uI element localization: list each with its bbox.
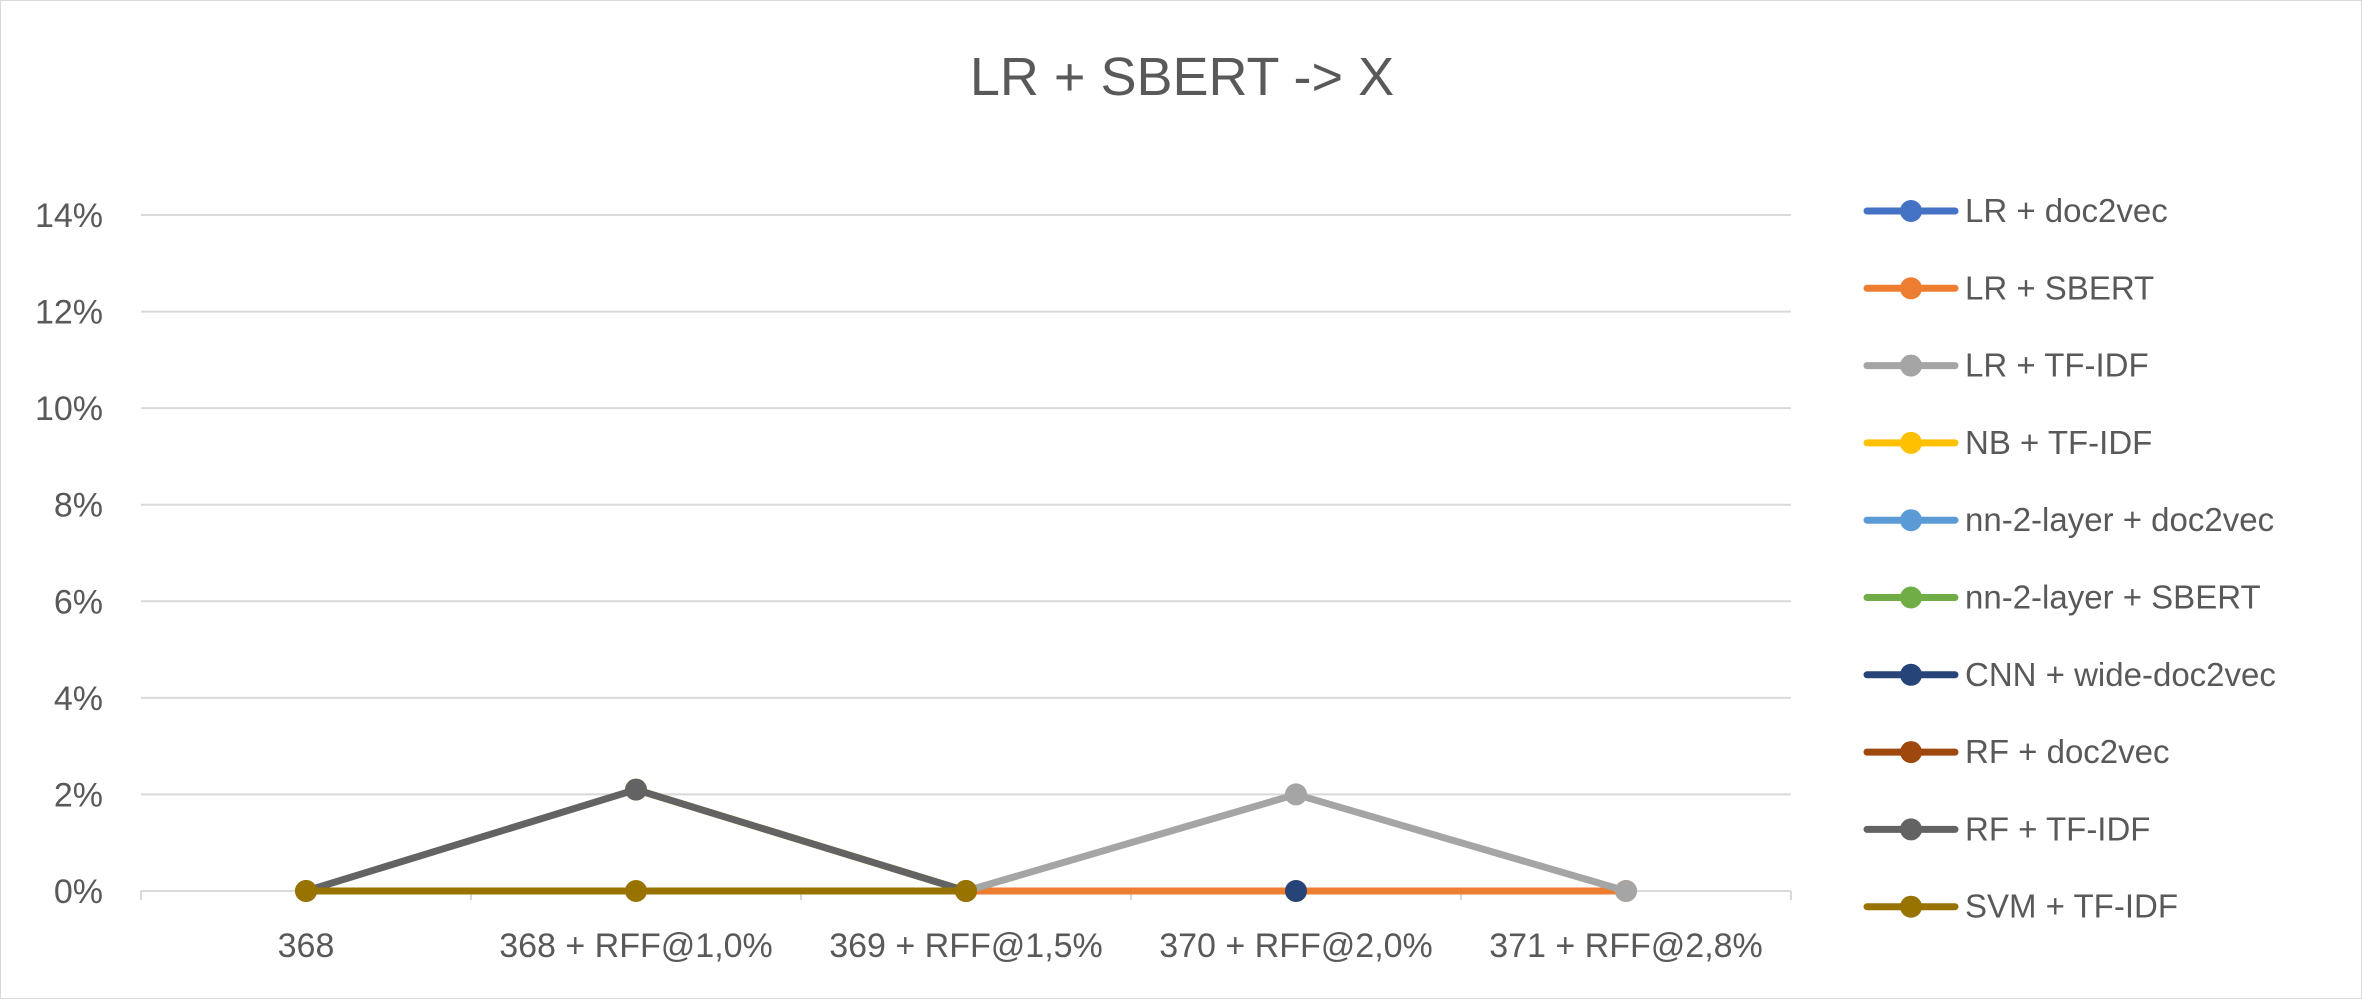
data-point [1615, 880, 1637, 902]
data-point [625, 880, 647, 902]
series-lines [295, 778, 1637, 902]
legend-item: RF + doc2vec [1863, 733, 2170, 770]
series-line-segment [632, 786, 970, 895]
x-tick-label: 370 + RFF@2,0% [1159, 927, 1433, 965]
legend-item: LR + doc2vec [1863, 192, 2168, 229]
y-tick-label: 8% [54, 487, 103, 525]
legend-item: SVM + TF-IDF [1863, 888, 2178, 925]
data-point [295, 880, 317, 902]
legend-item: RF + TF-IDF [1863, 810, 2150, 847]
series-line-segment [302, 786, 640, 895]
legend-label: NB + TF-IDF [1965, 424, 2152, 461]
data-point [1285, 880, 1307, 902]
y-tick-label: 6% [54, 583, 103, 621]
legend-marker [1900, 509, 1922, 532]
legend-label: RF + doc2vec [1965, 733, 2170, 770]
chart-title: LR + SBERT -> X [970, 47, 1394, 107]
data-point [955, 880, 977, 902]
x-tick-label: 368 [278, 927, 335, 965]
y-tick-label: 10% [35, 390, 103, 428]
legend-label: LR + doc2vec [1965, 192, 2168, 229]
series-6 [1285, 880, 1307, 902]
legend-item: LR + TF-IDF [1863, 347, 2149, 384]
y-axis-tick-labels: 0% 2% 4% 6% 8% 10% 12% 14% [35, 197, 103, 911]
legend: LR + doc2vec LR + SBERT LR + TF-IDF NB + TF… [1863, 192, 2276, 925]
x-axis-tick-labels: 368 368 + RFF@1,0% 369 + RFF@1,5% 370 + RFF… [278, 927, 1763, 965]
y-tick-label: 4% [54, 680, 103, 718]
data-point [625, 778, 647, 801]
legend-item: NB + TF-IDF [1863, 424, 2152, 461]
legend-label: LR + SBERT [1965, 269, 2154, 306]
y-tick-label: 12% [35, 294, 103, 332]
legend-label: SVM + TF-IDF [1965, 888, 2178, 925]
legend-label: nn-2-layer + SBERT [1965, 579, 2261, 616]
series-9 [295, 880, 977, 902]
legend-marker [1900, 354, 1922, 377]
legend-marker [1900, 277, 1922, 300]
x-tick-label: 369 + RFF@1,5% [829, 927, 1103, 965]
gridlines [141, 214, 1791, 796]
legend-label: nn-2-layer + doc2vec [1965, 501, 2274, 538]
legend-label: LR + TF-IDF [1965, 347, 2149, 384]
legend-item: nn-2-layer + doc2vec [1863, 501, 2274, 538]
legend-marker [1900, 895, 1922, 918]
legend-item: CNN + wide-doc2vec [1863, 656, 2276, 693]
legend-marker [1900, 586, 1922, 609]
legend-label: CNN + wide-doc2vec [1965, 656, 2276, 693]
legend-item: nn-2-layer + SBERT [1863, 579, 2261, 616]
legend-item: LR + SBERT [1863, 269, 2154, 306]
legend-marker [1900, 741, 1922, 764]
x-tick-label: 371 + RFF@2,8% [1489, 927, 1763, 965]
y-tick-label: 14% [35, 197, 103, 235]
legend-marker [1900, 663, 1922, 686]
series-line-segment [1292, 790, 1630, 895]
legend-marker [1900, 818, 1922, 841]
data-point [1285, 783, 1307, 806]
legend-marker [1900, 200, 1922, 222]
legend-marker [1900, 431, 1922, 454]
x-tick-label: 368 + RFF@1,0% [499, 927, 773, 965]
legend-label: RF + TF-IDF [1965, 810, 2150, 847]
y-tick-label: 2% [54, 776, 103, 814]
y-tick-label: 0% [54, 873, 103, 911]
series-line-segment [962, 790, 1300, 895]
